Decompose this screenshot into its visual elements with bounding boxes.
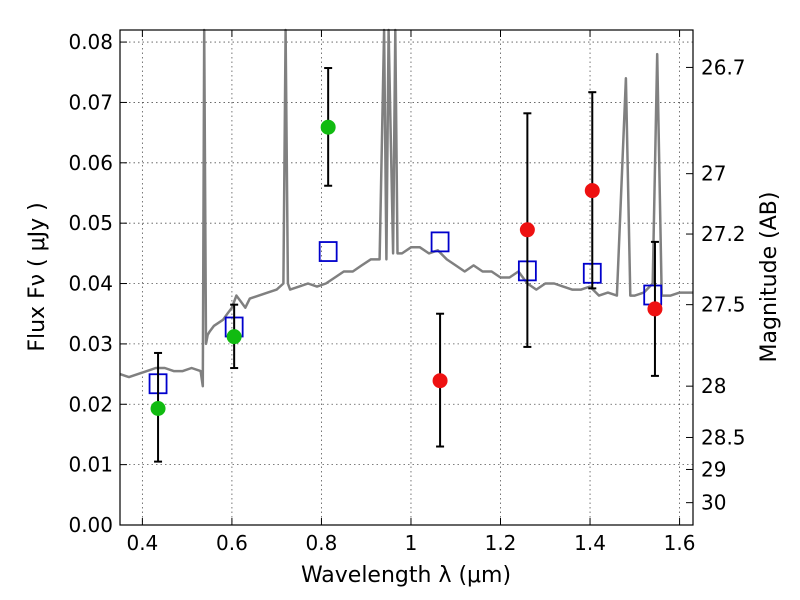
right-tick-label: 30: [701, 491, 726, 515]
right-tick-label: 28.5: [701, 425, 746, 449]
x-tick-label: 1: [405, 531, 418, 555]
model-photometry-square: [430, 231, 450, 253]
green-detection-point: [320, 119, 336, 135]
right-tick-label: 26.7: [701, 55, 746, 79]
model-sed-line: [119, 28, 693, 388]
y-tick-label: 0.05: [68, 211, 113, 235]
red-detection-point: [519, 222, 535, 238]
red-detection-point: [432, 373, 448, 389]
y-axis-title: Flux Fν ( μJy ): [25, 202, 50, 351]
right-tick-label: 27: [701, 162, 726, 186]
plot-frame: [119, 29, 694, 526]
x-tick-label: 1.2: [485, 531, 517, 555]
x-axis-title: Wavelength λ (μm): [301, 563, 511, 588]
y-tick-label: 0.04: [68, 272, 113, 296]
x-tick-label: 0.8: [306, 531, 338, 555]
green-detection-point: [150, 400, 166, 416]
y-tick-label: 0.03: [68, 332, 113, 356]
ticks-layer: 0.4 0.6 0.8 1 1.2 1.4 1.6 0.00 0.01 0.02 0.03 0.04 0…: [68, 30, 746, 555]
y-tick-label: 0.02: [68, 392, 113, 416]
red-detection-point: [584, 183, 600, 199]
x-tick-label: 0.4: [126, 531, 158, 555]
y-axis-right-title: Magnitude (AB): [757, 192, 782, 363]
model-layer: [119, 28, 693, 388]
y-tick-label: 0.07: [68, 90, 113, 114]
right-tick-label: 29: [701, 457, 726, 481]
green-detection-point: [226, 329, 242, 345]
right-tick-label: 27.2: [701, 222, 746, 246]
x-tick-label: 0.6: [216, 531, 248, 555]
y-tick-label: 0.06: [68, 151, 113, 175]
y-tick-label: 0.00: [68, 513, 113, 537]
y-tick-label: 0.08: [68, 30, 113, 54]
y-tick-label: 0.01: [68, 453, 113, 477]
x-tick-label: 1.6: [664, 531, 696, 555]
model-photometry-square: [318, 241, 338, 262]
x-tick-label: 1.4: [574, 531, 606, 555]
right-tick-label: 28: [701, 374, 726, 398]
points-layer: [148, 67, 663, 463]
right-tick-label: 27.5: [701, 293, 746, 317]
red-detection-point: [647, 301, 663, 317]
